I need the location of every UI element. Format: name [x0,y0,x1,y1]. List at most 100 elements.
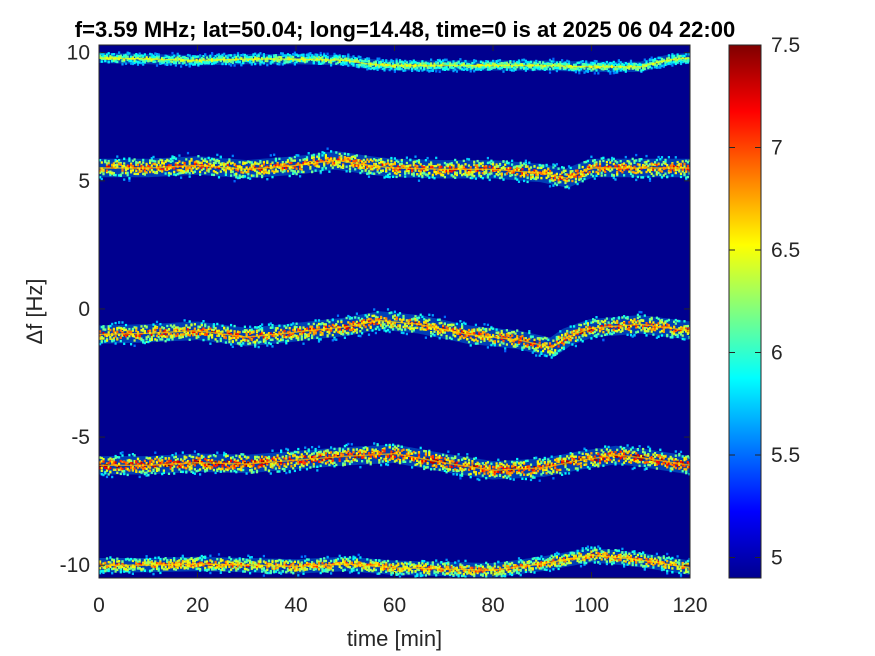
heatmap-cell [447,61,450,64]
heatmap-cell [126,55,129,58]
heatmap-cell [385,60,388,63]
heatmap-cell [466,157,469,161]
heatmap-cell [380,170,383,174]
heatmap-cell [392,163,395,166]
heatmap-cell [226,163,229,167]
heatmap-cell [502,342,505,345]
heatmap-cell [378,57,381,60]
heatmap-cell [397,314,400,317]
heatmap-cell [447,163,450,166]
heatmap-cell [333,338,336,341]
heatmap-cell [124,323,128,327]
heatmap-cell [574,67,577,70]
heatmap-cell [345,159,348,162]
heatmap-cell [107,328,110,331]
heatmap-cell [305,156,309,159]
heatmap-cell [581,165,584,169]
heatmap-cell [169,172,172,175]
heatmap-cell [447,324,450,327]
heatmap-cell [302,161,305,165]
heatmap-cell [479,336,483,340]
heatmap-cell [312,61,315,65]
heatmap-cell [209,167,212,170]
heatmap-cell [567,165,571,168]
heatmap-cell [476,169,479,172]
heatmap-cell [102,169,105,172]
heatmap-cell [609,324,612,327]
heatmap-cell [628,327,631,330]
heatmap-cell [452,168,455,172]
heatmap-cell [190,323,193,327]
heatmap-cell [162,162,165,165]
heatmap-cell [567,337,571,340]
heatmap-cell [295,163,298,166]
heatmap-cell [167,56,171,59]
heatmap-cell [495,163,498,166]
heatmap-cell [312,330,315,334]
heatmap-cell [586,322,589,325]
heatmap-cell [295,322,298,325]
heatmap-cell [252,341,255,344]
heatmap-cell [531,343,534,346]
heatmap-cell [150,337,153,340]
heatmap-cell [407,66,410,70]
heatmap-cell [283,329,286,332]
heatmap-cell [257,59,260,62]
heatmap-cell [547,63,550,67]
heatmap-cell [171,325,174,329]
heatmap-cell [414,326,417,329]
heatmap-cell [466,174,469,177]
heatmap-cell [371,165,374,169]
heatmap-cell [286,339,290,342]
heatmap-cell [576,329,579,332]
heatmap-cell [247,56,250,59]
heatmap-cell [640,324,643,327]
heatmap-cell [190,157,193,161]
heatmap-cell [283,58,286,62]
heatmap-cell [233,180,236,183]
heatmap-cell [355,320,358,324]
heatmap-cell [638,319,641,323]
heatmap-cell [216,159,219,163]
heatmap-cell [255,54,259,57]
heatmap-cell [347,314,350,318]
heatmap-cell [342,330,345,333]
heatmap-cell [369,326,372,329]
heatmap-cell [326,334,329,337]
heatmap-cell [479,68,483,71]
heatmap-cell [119,336,122,339]
heatmap-cell [205,56,209,59]
heatmap-cell [255,56,259,60]
heatmap-cell [131,159,134,163]
heatmap-cell [505,63,508,66]
heatmap-cell [578,164,581,167]
heatmap-cell [481,330,484,334]
heatmap-cell [398,318,402,321]
heatmap-cell [112,164,115,167]
heatmap-cell [330,157,333,161]
heatmap-cell [626,160,629,163]
heatmap-cell [652,168,655,171]
heatmap-cell [197,335,200,338]
heatmap-cell [576,67,579,70]
heatmap-cell [588,170,591,174]
heatmap-cell [500,66,503,70]
heatmap-cell [473,60,476,63]
heatmap-cell [343,336,346,339]
heatmap-cell [342,329,345,332]
heatmap-cell [107,60,110,63]
heatmap-cell [317,62,321,65]
heatmap-cell [99,176,102,179]
heatmap-cell [352,330,355,334]
heatmap-cell [557,167,560,170]
heatmap-cell [438,172,441,175]
heatmap-cell [335,328,338,331]
heatmap-cell [512,69,515,72]
heatmap-cell [552,67,555,70]
heatmap-cell [554,351,557,354]
heatmap-cell [566,59,569,63]
heatmap-cell [523,342,526,346]
heatmap-cell [186,170,190,173]
heatmap-cell [455,173,458,177]
heatmap-cell [354,159,357,163]
